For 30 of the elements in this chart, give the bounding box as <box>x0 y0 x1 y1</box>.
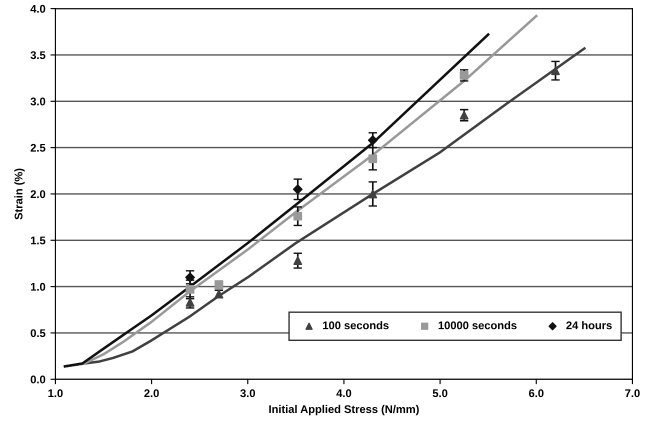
legend-label: 10000 seconds <box>438 321 517 330</box>
y-tick-label: 0.5 <box>30 329 46 338</box>
legend-label: 100 seconds <box>323 321 389 330</box>
point <box>368 154 378 164</box>
x-tick-label: 6.0 <box>528 389 544 398</box>
point <box>368 190 378 198</box>
point <box>368 135 378 146</box>
x-tick-label: 1.0 <box>48 389 63 398</box>
x-tick-label: 5.0 <box>432 389 448 398</box>
x-tick-label: 2.0 <box>144 389 159 398</box>
y-tick-label: 4.0 <box>30 4 46 13</box>
y-axis-title: Strain (%) <box>14 168 25 220</box>
y-tick-label: 1.0 <box>30 282 46 291</box>
point <box>186 285 194 294</box>
x-tick-label: 7.0 <box>625 389 640 398</box>
y-tick-label: 3.5 <box>30 51 46 60</box>
point <box>293 256 302 266</box>
x-tick-label: 3.0 <box>240 389 256 398</box>
y-tick-label: 3.0 <box>30 98 46 106</box>
y-tick-label: 2.5 <box>30 144 46 152</box>
point <box>185 272 195 282</box>
point <box>293 212 302 221</box>
x-axis-title: Initial Applied Stress (N/mm) <box>269 404 419 416</box>
y-tick-label: 2.0 <box>30 190 46 198</box>
y-tick-label: 1.5 <box>30 236 46 244</box>
legend-label: 24 hours <box>566 321 612 330</box>
point <box>292 184 303 194</box>
x-tick-label: 4.0 <box>336 389 352 398</box>
y-tick-label: 0.0 <box>30 376 46 384</box>
point <box>551 66 560 76</box>
